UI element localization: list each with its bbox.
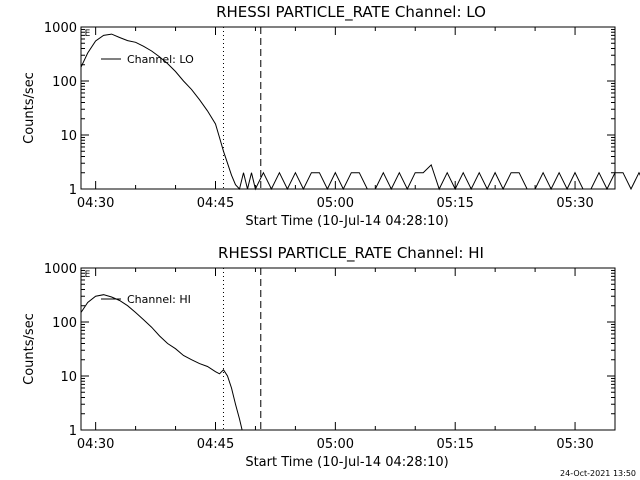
y-tick-label: 10: [60, 370, 77, 385]
event-marker-label: E: [85, 270, 91, 280]
x-tick-label: 05:15: [436, 196, 473, 211]
chart-legend: Channel: LO: [101, 53, 194, 66]
x-tick-label: 04:45: [197, 196, 234, 211]
y-tick-label: 1: [69, 183, 77, 198]
x-tick-label: 04:30: [77, 196, 114, 211]
chart-title: RHESSI PARTICLE_RATE Channel: LO: [216, 3, 486, 22]
y-tick-label: 100: [52, 316, 77, 331]
x-tick-label: 05:00: [317, 196, 354, 211]
legend-label: Channel: LO: [127, 53, 194, 66]
y-tick-label: 1: [69, 424, 77, 439]
x-tick-label: 05:30: [556, 437, 593, 452]
chart-panel-hi: RHESSI PARTICLE_RATE Channel: HI Counts/…: [22, 244, 616, 470]
x-axis-label: Start Time (10-Jul-14 04:28:10): [245, 214, 448, 229]
y-tick-label: 1000: [44, 21, 77, 36]
chart-panel-lo: RHESSI PARTICLE_RATE Channel: LO Counts/…: [22, 3, 640, 229]
event-marker-label: E: [85, 29, 91, 39]
x-tick-label: 05:15: [436, 437, 473, 452]
y-axis-label: Counts/sec: [22, 72, 37, 144]
x-tick-label: 04:45: [197, 437, 234, 452]
x-tick-label: 05:00: [317, 437, 354, 452]
y-tick-label: 10: [60, 129, 77, 144]
y-tick-label: 1000: [44, 262, 77, 277]
plot-area-frame: [80, 267, 616, 431]
x-axis-label: Start Time (10-Jul-14 04:28:10): [245, 455, 448, 470]
chart-title: RHESSI PARTICLE_RATE Channel: HI: [218, 244, 484, 263]
series-line: [80, 294, 243, 431]
series-line: [80, 33, 640, 191]
legend-label: Channel: HI: [127, 293, 191, 306]
chart-legend: Channel: HI: [101, 293, 191, 306]
x-tick-label: 04:30: [77, 437, 114, 452]
plot-area-frame: [80, 26, 616, 190]
y-axis-label: Counts/sec: [22, 313, 37, 385]
y-tick-label: 100: [52, 75, 77, 90]
footer-timestamp: 24-Oct-2021 13:50: [560, 469, 636, 478]
x-tick-label: 05:30: [556, 196, 593, 211]
